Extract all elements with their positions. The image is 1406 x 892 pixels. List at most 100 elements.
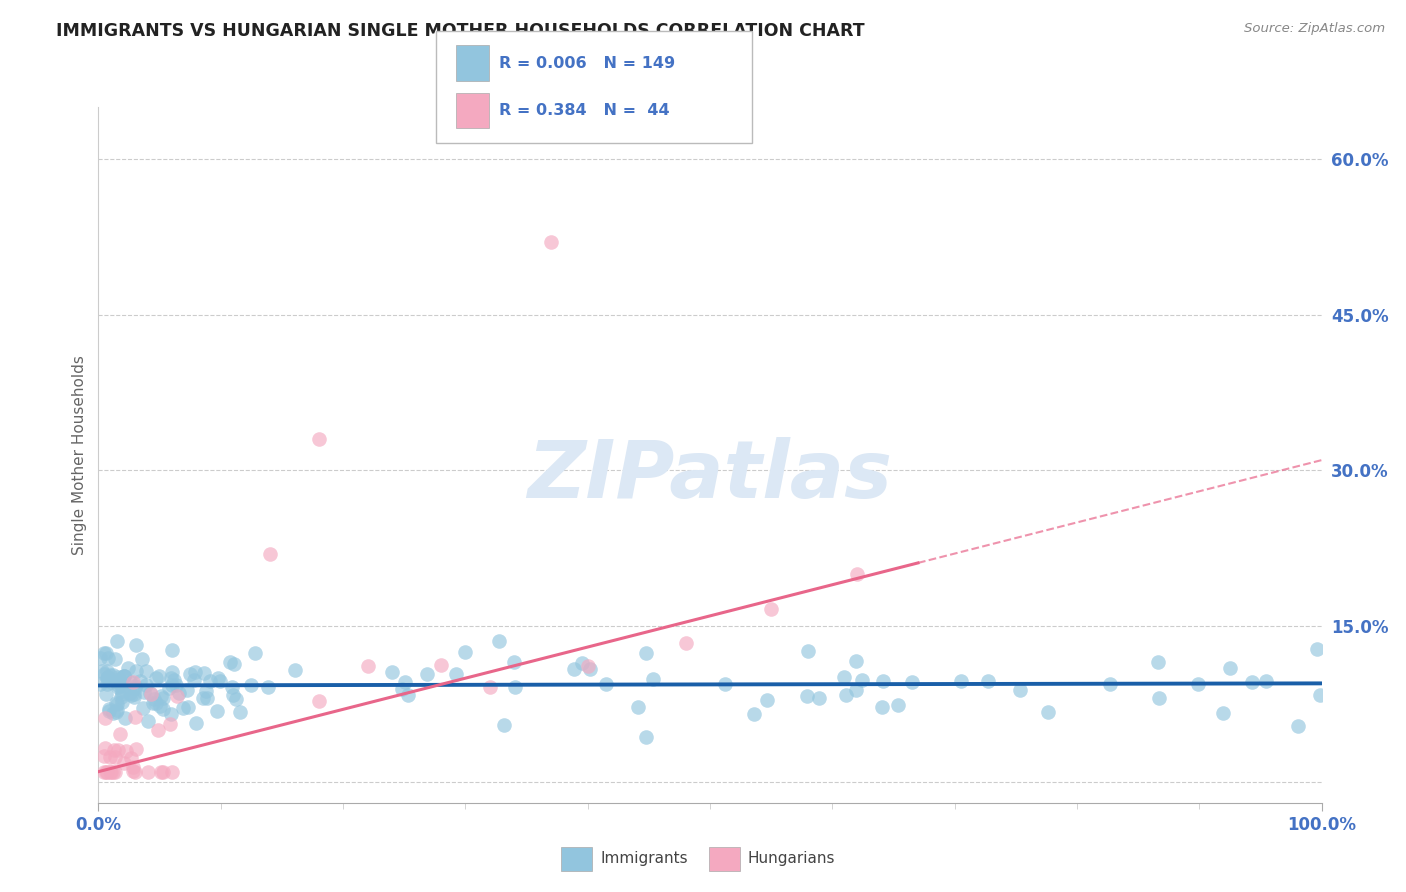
Point: [259, 547, 281, 561]
Point: [96, 671, 118, 685]
Point: [114, 711, 136, 725]
Point: [132, 685, 155, 699]
Point: [742, 707, 765, 722]
Point: [807, 690, 830, 705]
Point: [100, 674, 122, 689]
Point: [148, 669, 170, 683]
Point: [145, 671, 167, 685]
Point: [129, 674, 152, 689]
Text: Hungarians: Hungarians: [748, 851, 835, 866]
Point: [488, 634, 510, 648]
Point: [634, 731, 657, 745]
Point: [454, 645, 477, 659]
Point: [444, 667, 467, 681]
Point: [105, 696, 128, 710]
Point: [430, 657, 453, 672]
Point: [93, 646, 115, 660]
Point: [391, 682, 413, 697]
Point: [193, 665, 215, 680]
Point: [579, 662, 602, 676]
Point: [100, 764, 122, 779]
Point: [107, 675, 129, 690]
Point: [89, 651, 111, 665]
Point: [416, 667, 439, 681]
Text: IMMIGRANTS VS HUNGARIAN SINGLE MOTHER HOUSEHOLDS CORRELATION CHART: IMMIGRANTS VS HUNGARIAN SINGLE MOTHER HO…: [56, 22, 865, 40]
Point: [183, 673, 205, 687]
Point: [110, 677, 132, 691]
Point: [160, 642, 183, 657]
Point: [103, 706, 125, 720]
Point: [91, 665, 114, 679]
Point: [117, 661, 139, 675]
Point: [125, 638, 148, 652]
Point: [571, 657, 593, 671]
Point: [166, 689, 188, 703]
Point: [94, 711, 117, 725]
Point: [107, 680, 129, 694]
Point: [118, 685, 141, 699]
Point: [112, 669, 135, 683]
Point: [872, 674, 894, 689]
Point: [207, 704, 229, 718]
Point: [221, 680, 243, 694]
Point: [115, 744, 138, 758]
Point: [177, 700, 200, 714]
Point: [356, 659, 378, 673]
Point: [627, 700, 650, 714]
Point: [94, 741, 117, 756]
Point: [1286, 719, 1309, 733]
Point: [107, 742, 129, 756]
Point: [124, 710, 146, 724]
Point: [111, 695, 134, 709]
Point: [152, 764, 174, 779]
Point: [122, 674, 145, 689]
Point: [98, 764, 121, 779]
Point: [224, 657, 246, 671]
Point: [1098, 677, 1121, 691]
Point: [132, 700, 155, 714]
Point: [96, 764, 118, 779]
Point: [176, 683, 198, 698]
Point: [98, 704, 121, 718]
Point: [160, 671, 183, 685]
Point: [308, 433, 330, 447]
Point: [240, 677, 263, 691]
Point: [93, 666, 115, 681]
Point: [97, 670, 120, 684]
Point: [103, 743, 125, 757]
Point: [94, 646, 117, 660]
Point: [184, 715, 207, 730]
Point: [576, 659, 599, 673]
Point: [835, 688, 858, 702]
Point: [207, 671, 229, 685]
Point: [257, 680, 280, 694]
Point: [636, 646, 658, 660]
Point: [103, 764, 125, 779]
Point: [104, 764, 127, 779]
Point: [675, 636, 697, 650]
Point: [110, 727, 132, 741]
Point: [1147, 690, 1170, 705]
Point: [107, 678, 129, 692]
Text: R = 0.006   N = 149: R = 0.006 N = 149: [499, 56, 675, 70]
Point: [143, 692, 166, 706]
Point: [179, 667, 201, 681]
Point: [93, 764, 115, 779]
Point: [1306, 642, 1329, 657]
Point: [93, 749, 115, 764]
Point: [101, 667, 124, 681]
Y-axis label: Single Mother Households: Single Mother Households: [72, 355, 87, 555]
Point: [1187, 677, 1209, 691]
Point: [540, 235, 562, 249]
Point: [141, 687, 163, 701]
Point: [96, 677, 118, 691]
Point: [834, 670, 856, 684]
Point: [1212, 706, 1234, 720]
Point: [111, 687, 134, 701]
Point: [308, 694, 330, 708]
Point: [564, 662, 586, 676]
Point: [284, 663, 307, 677]
Text: Immigrants: Immigrants: [600, 851, 688, 866]
Point: [1147, 655, 1170, 669]
Point: [1240, 674, 1263, 689]
